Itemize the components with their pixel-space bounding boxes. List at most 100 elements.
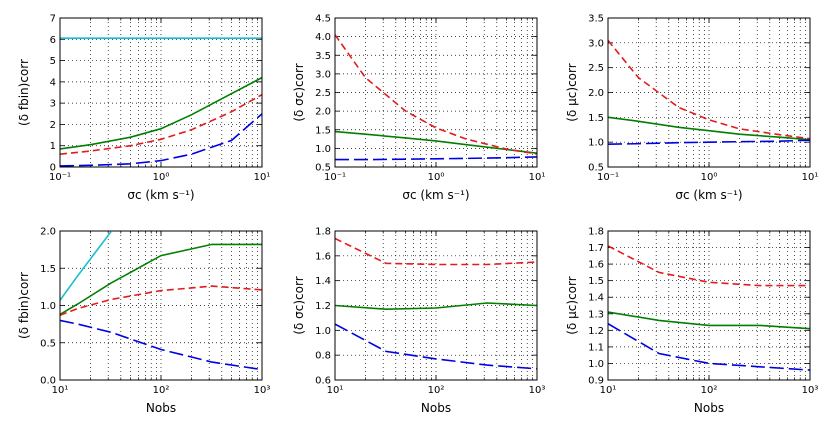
y-tick-label: 1.3 — [588, 309, 604, 320]
y-tick-label: 4 — [50, 77, 56, 88]
panel-top-right-ylabel: (δ μc)corr — [565, 63, 579, 121]
y-tick-label: 1.1 — [588, 342, 604, 353]
series-line-red — [608, 245, 810, 287]
x-tick-label: 10⁻¹ — [597, 172, 619, 183]
series-line-red — [335, 237, 537, 266]
x-tick-label: 10⁰ — [701, 172, 718, 183]
x-tick-label: 10¹ — [600, 385, 617, 396]
y-tick-label: 6 — [50, 35, 56, 46]
series-line-red — [608, 39, 810, 140]
y-tick-label: 4.5 — [315, 14, 331, 25]
y-tick-label: 2.0 — [588, 88, 604, 99]
x-tick-label: 10¹ — [327, 385, 344, 396]
axes-frame — [607, 17, 811, 168]
y-tick-label: 1.2 — [588, 326, 604, 337]
x-tick-label: 10⁰ — [153, 172, 170, 183]
y-tick-label: 1.4 — [315, 276, 331, 287]
panel-top-left: 0 1 2 3 4 5 6 7 10⁻¹ 10⁰ 10¹ σc (km s⁻¹) (δ fbin)c… — [17, 14, 270, 203]
x-tick-label: 10² — [428, 385, 445, 396]
axes-frame — [59, 17, 263, 168]
x-tick-label: 10³ — [529, 385, 546, 396]
x-tick-label: 10⁻¹ — [49, 172, 71, 183]
y-tick-label: 3.0 — [588, 38, 604, 49]
y-tick-label: 3 — [50, 99, 56, 110]
y-tick-label: 1.5 — [588, 113, 604, 124]
series-line-blue — [608, 323, 810, 371]
y-tick-label: 2.5 — [588, 63, 604, 74]
panel-bottom-right-xlabel: Nobs — [694, 401, 724, 415]
panel-bottom-left-xlabel: Nobs — [146, 401, 176, 415]
y-tick-label: 1 — [50, 141, 56, 152]
panel-bottom-right-ylabel: (δ μc)corr — [565, 276, 579, 334]
series-line-green — [335, 302, 537, 311]
y-tick-label: 0.6 — [315, 376, 331, 387]
y-tick-label: 1.0 — [315, 326, 331, 337]
series-line-green — [608, 311, 810, 330]
y-tick-label: 0.8 — [315, 351, 331, 362]
axes-frame — [334, 230, 538, 381]
y-tick-label: 1.8 — [588, 227, 604, 238]
y-tick-label: 1.5 — [40, 264, 56, 275]
series-line-blue — [335, 156, 537, 161]
panel-top-middle-marks: 0.5 1.0 1.5 2.0 2.5 3.0 3.5 4.0 4.5 10⁻¹ 10⁰ 10¹ — [315, 14, 545, 184]
panel-bottom-left: 0.0 0.5 1.0 1.5 2.0 10¹ 10² 10³ Nobs (δ fbin)co… — [17, 227, 270, 416]
panel-top-middle: 0.5 1.0 1.5 2.0 2.5 3.0 3.5 4.0 4.5 10⁻¹ 10⁰ 10¹ σc… — [292, 14, 545, 203]
y-tick-label: 1.4 — [588, 293, 604, 304]
x-tick-label: 10¹ — [254, 172, 271, 183]
x-tick-label: 10⁰ — [428, 172, 445, 183]
panel-top-right-xlabel: σc (km s⁻¹) — [675, 188, 742, 202]
panel-top-middle-xlabel: σc (km s⁻¹) — [402, 188, 469, 202]
series-line-blue — [335, 323, 537, 370]
y-tick-label: 0 — [50, 163, 56, 174]
y-tick-label: 2.0 — [40, 227, 56, 238]
series-line-red — [60, 285, 262, 316]
series-line-blue — [608, 139, 810, 145]
panel-bottom-left-marks: 0.0 0.5 1.0 1.5 2.0 10¹ 10² 10³ — [40, 227, 270, 397]
x-tick-label: 10² — [701, 385, 718, 396]
y-tick-label: 3.0 — [315, 69, 331, 80]
axes-frame — [607, 230, 811, 381]
x-tick-label: 10³ — [254, 385, 271, 396]
x-tick-label: 10³ — [802, 385, 819, 396]
axes-frame — [334, 17, 538, 168]
series-line-blue — [60, 319, 262, 371]
panel-top-right-marks: 0.5 1.0 1.5 2.0 2.5 3.0 3.5 10⁻¹ 10⁰ 10¹ — [588, 14, 818, 184]
panel-top-left-ylabel: (δ fbin)corr — [17, 59, 31, 126]
y-tick-label: 1.0 — [588, 359, 604, 370]
panel-bottom-left-ylabel: (δ fbin)corr — [17, 272, 31, 339]
y-tick-label: 1.0 — [588, 138, 604, 149]
y-tick-label: 2 — [50, 120, 56, 131]
y-tick-label: 0.9 — [588, 376, 604, 387]
y-tick-label: 3.5 — [315, 51, 331, 62]
series-line-cyan — [60, 231, 112, 301]
y-tick-label: 1.6 — [588, 260, 604, 271]
y-tick-label: 1.2 — [315, 301, 331, 312]
x-tick-label: 10⁻¹ — [324, 172, 346, 183]
x-tick-label: 10¹ — [529, 172, 546, 183]
panel-top-left-marks: 0 1 2 3 4 5 6 7 10⁻¹ 10⁰ 10¹ — [49, 14, 270, 184]
series-line-red — [335, 34, 537, 155]
series-line-green — [60, 76, 262, 150]
x-tick-label: 10¹ — [52, 385, 69, 396]
x-tick-label: 10² — [153, 385, 170, 396]
y-tick-label: 0.5 — [315, 163, 331, 174]
y-tick-label: 3.5 — [588, 14, 604, 25]
panel-bottom-right-marks: 0.9 1.0 1.1 1.2 1.3 1.4 1.5 1.6 1.7 1.8 10¹ 10² 10³ — [588, 227, 818, 397]
panel-top-middle-ylabel: (δ σc)corr — [292, 63, 306, 121]
y-tick-label: 1.5 — [588, 276, 604, 287]
panel-bottom-middle: 0.6 0.8 1.0 1.2 1.4 1.6 1.8 10¹ 10² 10³ Nobs (δ σ… — [292, 227, 545, 416]
axes-frame — [59, 230, 263, 381]
panel-bottom-middle-xlabel: Nobs — [421, 401, 451, 415]
y-tick-label: 0.5 — [588, 163, 604, 174]
y-tick-label: 0.5 — [40, 338, 56, 349]
y-tick-label: 0.0 — [40, 376, 56, 387]
y-tick-label: 1.0 — [315, 144, 331, 155]
series-line-red — [60, 93, 262, 155]
y-tick-label: 1.0 — [40, 301, 56, 312]
series-line-blue — [60, 113, 262, 167]
series-line-green — [60, 243, 262, 316]
panel-top-left-xlabel: σc (km s⁻¹) — [127, 188, 194, 202]
y-tick-label: 1.5 — [315, 125, 331, 136]
